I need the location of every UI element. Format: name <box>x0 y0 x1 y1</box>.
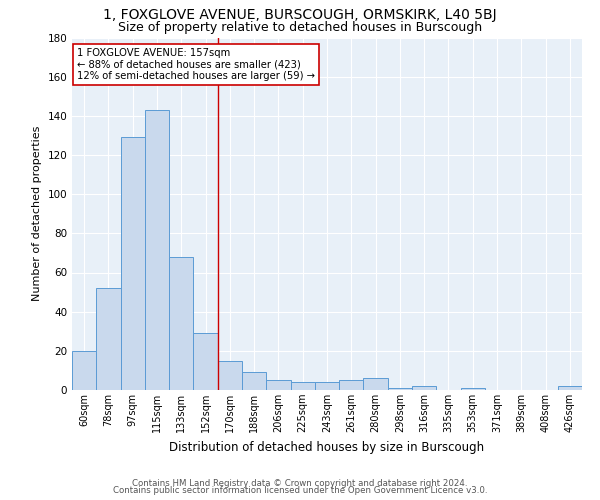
Bar <box>461 388 485 390</box>
Text: Contains public sector information licensed under the Open Government Licence v3: Contains public sector information licen… <box>113 486 487 495</box>
Bar <box>290 382 315 390</box>
Bar <box>169 257 193 390</box>
Bar <box>266 380 290 390</box>
Bar <box>412 386 436 390</box>
X-axis label: Distribution of detached houses by size in Burscough: Distribution of detached houses by size … <box>169 440 485 454</box>
Text: 1, FOXGLOVE AVENUE, BURSCOUGH, ORMSKIRK, L40 5BJ: 1, FOXGLOVE AVENUE, BURSCOUGH, ORMSKIRK,… <box>103 8 497 22</box>
Bar <box>364 378 388 390</box>
Bar <box>339 380 364 390</box>
Y-axis label: Number of detached properties: Number of detached properties <box>32 126 42 302</box>
Bar <box>72 351 96 390</box>
Bar <box>315 382 339 390</box>
Bar <box>145 110 169 390</box>
Text: Contains HM Land Registry data © Crown copyright and database right 2024.: Contains HM Land Registry data © Crown c… <box>132 478 468 488</box>
Bar <box>558 386 582 390</box>
Bar <box>96 288 121 390</box>
Bar <box>218 360 242 390</box>
Bar <box>121 138 145 390</box>
Text: Size of property relative to detached houses in Burscough: Size of property relative to detached ho… <box>118 21 482 34</box>
Text: 1 FOXGLOVE AVENUE: 157sqm
← 88% of detached houses are smaller (423)
12% of semi: 1 FOXGLOVE AVENUE: 157sqm ← 88% of detac… <box>77 48 315 82</box>
Bar <box>388 388 412 390</box>
Bar <box>242 372 266 390</box>
Bar <box>193 333 218 390</box>
